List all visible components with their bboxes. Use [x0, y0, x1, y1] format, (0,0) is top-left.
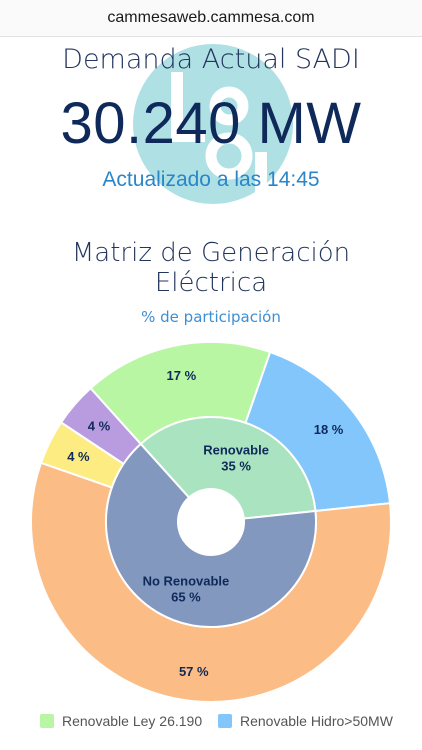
- legend-label-hidro: Renovable Hidro>50MW: [240, 713, 393, 729]
- chart-title-line1: Matriz de Generación: [71, 238, 351, 268]
- legend-item-hidro[interactable]: Renovable Hidro>50MW: [218, 713, 393, 729]
- inner-name-0: Renovable: [203, 443, 269, 458]
- demand-value: 30.240 MW: [60, 91, 362, 156]
- chart-title: Matriz de Generación Eléctrica: [0, 238, 422, 298]
- donut-hole: [178, 489, 244, 555]
- legend-label-ley: Renovable Ley 26.190: [62, 713, 203, 729]
- inner-name-1: No Renovable: [143, 573, 230, 588]
- inner-label-1: 65 %: [171, 589, 201, 604]
- cammesa-watermark-logo: [133, 44, 293, 204]
- outer-label-4: 4 %: [88, 418, 111, 433]
- legend-swatch-hidro: [218, 714, 232, 728]
- outer-label-1: 18 %: [314, 422, 344, 437]
- legend-swatch-ley: [40, 714, 54, 728]
- chart-subtitle: % de participación: [141, 308, 281, 326]
- outer-label-0: 17 %: [167, 368, 197, 383]
- chart-legend: Renovable Ley 26.190 Renovable Hidro>50M…: [0, 713, 422, 735]
- chart-title-line2: Eléctrica: [154, 268, 268, 298]
- outer-label-2: 57 %: [179, 664, 209, 679]
- legend-item-ley[interactable]: Renovable Ley 26.190: [40, 713, 202, 729]
- page-title: Demanda Actual SADI: [62, 44, 360, 75]
- inner-label-0: 35 %: [221, 459, 251, 474]
- url-text[interactable]: cammesaweb.cammesa.com: [107, 9, 315, 26]
- outer-label-3: 4 %: [67, 449, 90, 464]
- updated-time: Actualizado a las 14:45: [102, 168, 320, 191]
- url-bar[interactable]: cammesaweb.cammesa.com: [0, 0, 422, 37]
